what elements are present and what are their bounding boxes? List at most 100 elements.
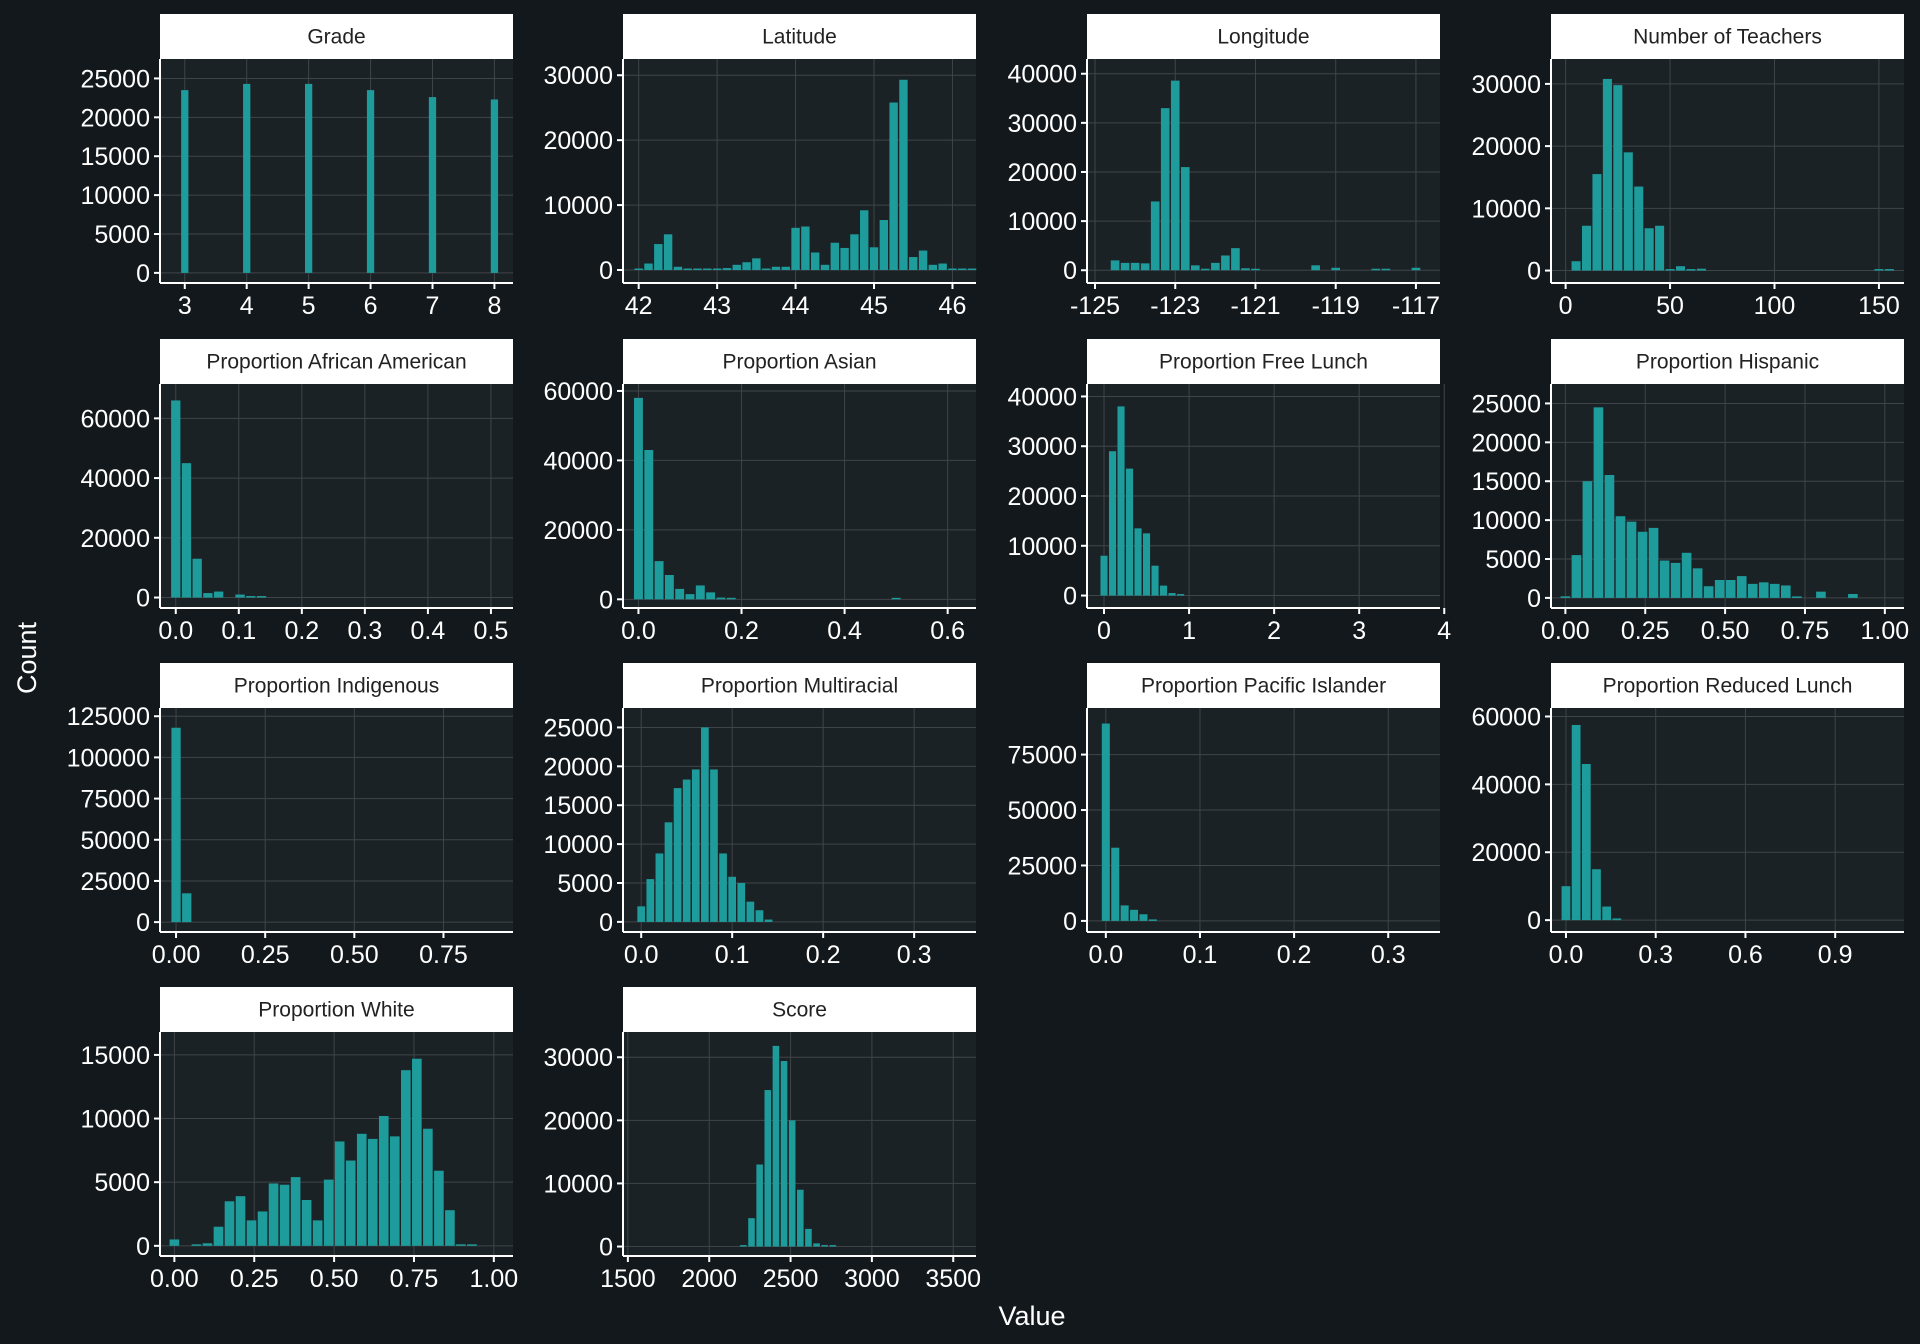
y-tick-label: 25000: [80, 65, 150, 93]
histogram-bar: [171, 400, 181, 598]
x-tick-label: 2: [1267, 617, 1281, 645]
histogram-bar: [345, 1160, 356, 1246]
histogram-bar: [829, 1245, 837, 1247]
y-tick-label: 0: [136, 260, 150, 288]
histogram-bar: [279, 1184, 290, 1246]
facet-title: Number of Teachers: [1633, 26, 1822, 49]
histogram-bar: [740, 1245, 747, 1247]
x-tick-label: 0.0: [1088, 941, 1123, 969]
histogram-bar: [1160, 108, 1170, 271]
histogram-bar: [1736, 576, 1747, 598]
histogram-bar: [1561, 886, 1571, 921]
histogram-bar: [1211, 262, 1220, 271]
y-tick-label: 15000: [1471, 468, 1541, 496]
x-tick-label: 0.00: [152, 941, 201, 969]
facet-strip: [623, 339, 976, 384]
histogram-bar: [655, 853, 664, 922]
histogram-bar: [654, 244, 663, 271]
y-tick-label: 30000: [1007, 110, 1077, 138]
histogram-bar: [746, 901, 755, 922]
y-tick-label: 75000: [1007, 742, 1077, 770]
x-tick-label: 8: [487, 292, 501, 320]
plot-panel: [160, 384, 513, 608]
y-tick-label: 15000: [80, 143, 150, 171]
x-tick-label: 0.00: [1541, 617, 1590, 645]
y-tick-label: 10000: [543, 831, 613, 859]
y-tick-label: 0: [136, 909, 150, 937]
histogram-bar: [797, 1189, 804, 1247]
histogram-bar: [1571, 261, 1581, 271]
histogram-bar: [1604, 475, 1615, 598]
histogram-bar: [644, 449, 654, 600]
histogram-bar: [1571, 724, 1581, 921]
histogram-bar: [772, 1045, 780, 1247]
x-tick-label: 0.0: [624, 941, 659, 969]
facet-strip: [1087, 663, 1440, 708]
histogram-bar: [1703, 586, 1714, 598]
y-tick-label: 20000: [1471, 839, 1541, 867]
y-tick-label: 10000: [80, 1106, 150, 1134]
histogram-bar: [1231, 248, 1240, 271]
x-tick-label: 3: [1352, 617, 1366, 645]
x-tick-label: 0.0: [158, 617, 193, 645]
plot-panel: [160, 708, 513, 932]
y-tick-label: 25000: [543, 714, 613, 742]
histogram-bar: [1130, 262, 1140, 271]
histogram-bar: [1648, 527, 1659, 598]
x-tick-label: 0.1: [1183, 941, 1218, 969]
x-tick-label: -121: [1230, 292, 1280, 320]
y-tick-label: 60000: [80, 405, 150, 433]
y-tick-label: 30000: [1471, 71, 1541, 99]
histogram-bar: [1848, 594, 1858, 598]
histogram-bar: [732, 264, 741, 271]
facet-strip: [1087, 14, 1440, 59]
facet-panel: Proportion Hispanic 0 5000 10000 15000 20000 2…: [1471, 339, 1909, 645]
facet-panel: Proportion Reduced Lunch 0 20000 40000 60000…: [1471, 663, 1904, 969]
histogram-bar: [840, 247, 849, 271]
y-tick-label: 0: [599, 909, 613, 937]
y-tick-label: 0: [136, 585, 150, 613]
histogram-bar: [1816, 591, 1826, 598]
x-tick-label: 0.4: [411, 617, 446, 645]
y-tick-label: 75000: [80, 786, 150, 814]
histogram-bar: [928, 264, 938, 271]
y-tick-label: 30000: [543, 1044, 613, 1072]
histogram-bar: [801, 226, 810, 271]
histogram-bar: [428, 97, 437, 273]
histogram-bar: [1142, 533, 1151, 596]
x-tick-label: 0.3: [1371, 941, 1406, 969]
x-tick-label: 0.25: [1621, 617, 1670, 645]
histogram-bar: [1612, 918, 1622, 921]
y-tick-label: 20000: [1471, 429, 1541, 457]
histogram-bar: [203, 593, 213, 598]
histogram-bar: [1110, 260, 1120, 271]
histogram-bar: [1634, 186, 1644, 271]
histogram-bar: [268, 1183, 279, 1246]
histogram-bar: [685, 594, 695, 600]
plot-panel: [623, 384, 976, 608]
histogram-bar: [312, 1220, 323, 1246]
x-tick-label: 3000: [844, 1265, 900, 1293]
histogram-bar: [712, 268, 722, 271]
x-tick-label: 3: [178, 292, 192, 320]
x-tick-label: 0.3: [897, 941, 932, 969]
histogram-bar: [1140, 263, 1150, 271]
histogram-bar: [1725, 580, 1736, 598]
x-tick-label: 0: [1097, 617, 1111, 645]
histogram-bar: [673, 266, 683, 271]
histogram-bar: [246, 1220, 257, 1246]
facet-title: Proportion African American: [206, 351, 466, 374]
facet-panel: Proportion Pacific Islander 0 25000 50000 75…: [1007, 663, 1440, 969]
facet-title: Latitude: [762, 26, 837, 49]
y-tick-label: 5000: [94, 1169, 150, 1197]
x-tick-label: 0.4: [827, 617, 862, 645]
facet-strip: [160, 987, 513, 1032]
facet-panel: Proportion White 0 5000 10000 15000 0.00 0.25 0…: [80, 987, 518, 1293]
histogram-bar: [1623, 152, 1633, 271]
x-tick-label: 0.0: [1549, 941, 1584, 969]
plot-panel: [1087, 708, 1440, 932]
histogram-bar: [703, 268, 712, 271]
histogram-bar: [1582, 481, 1593, 598]
histogram-bar: [899, 79, 908, 271]
x-tick-label: 5: [302, 292, 316, 320]
